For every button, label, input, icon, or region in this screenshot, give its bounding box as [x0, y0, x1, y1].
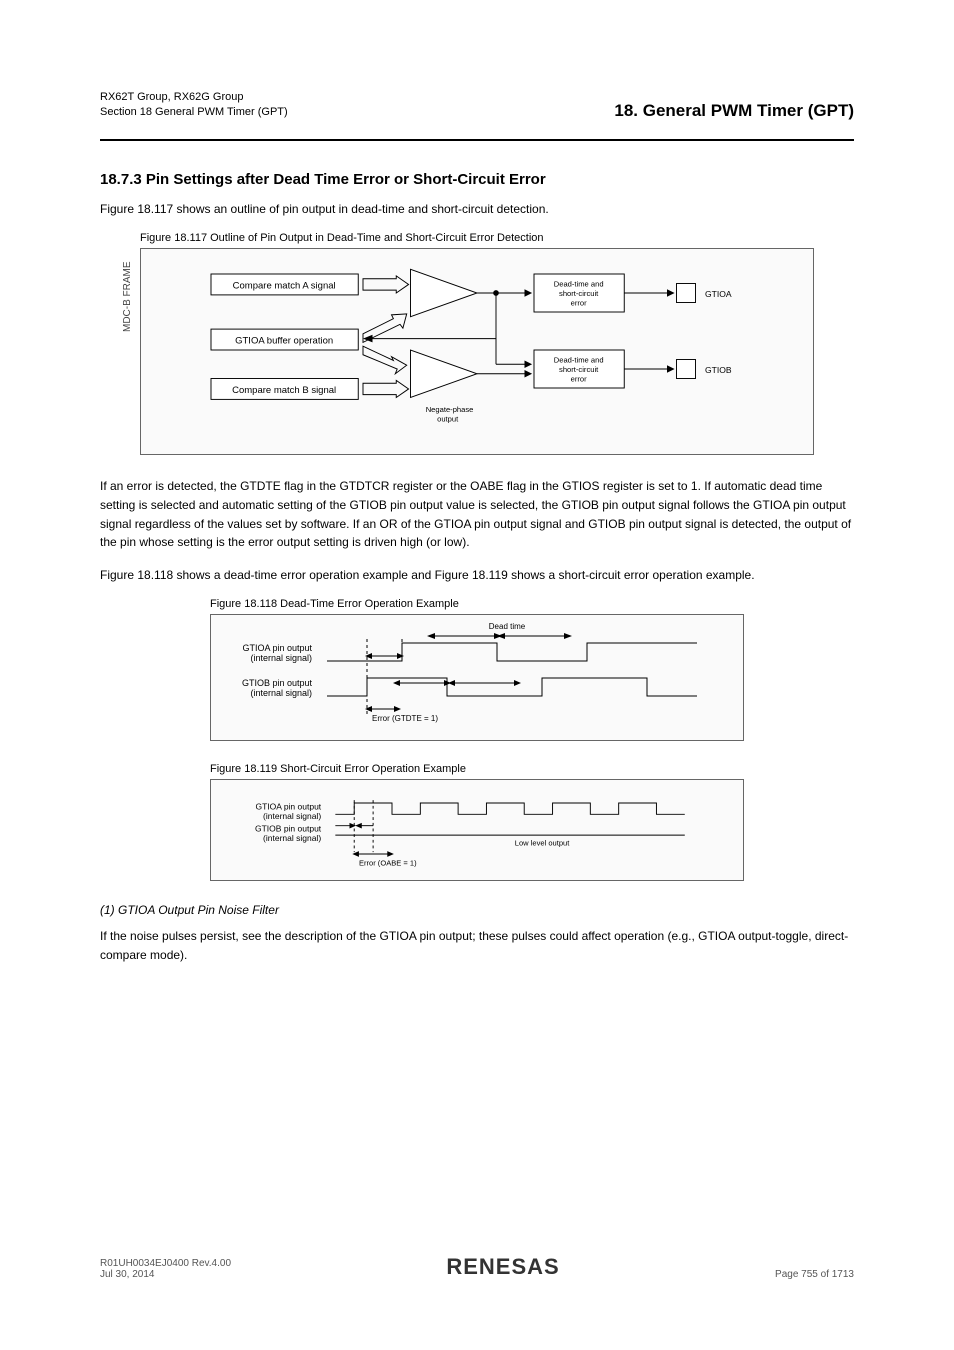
- figure-118-caption: Figure 18.118 Dead-Time Error Operation …: [210, 598, 744, 610]
- footer-date: Jul 30, 2014: [100, 1269, 231, 1280]
- header-device-info: RX62T Group, RX62G Group Section 18 Gene…: [100, 90, 288, 121]
- prose-p1: If an error is detected, the GTDTE flag …: [100, 477, 854, 551]
- figure-117-frame: Compare match A signal GTIOA buffer oper…: [140, 248, 814, 455]
- svg-text:(internal signal): (internal signal): [263, 811, 321, 821]
- figure-119-caption: Figure 18.119 Short-Circuit Error Operat…: [210, 763, 744, 775]
- footer-right: Page 755 of 1713: [775, 1269, 854, 1280]
- section-intro: Figure 18.117 shows an outline of pin ou…: [100, 200, 854, 219]
- renesas-logo: RENESAS: [446, 1254, 559, 1279]
- page-header: RX62T Group, RX62G Group Section 18 Gene…: [100, 90, 854, 121]
- prose-p2: Figure 18.118 shows a dead-time error op…: [100, 566, 854, 585]
- figure-118: Figure 18.118 Dead-Time Error Operation …: [210, 598, 744, 741]
- svg-text:GTIOB pin output: GTIOB pin output: [242, 678, 313, 688]
- fig117-pin-b: GTIOB: [705, 365, 732, 375]
- svg-text:output: output: [437, 415, 459, 424]
- page-title: 18. General PWM Timer (GPT): [614, 101, 854, 121]
- figure-119-frame: GTIOA pin output (internal signal) GTIOB…: [210, 779, 744, 881]
- section-heading: 18.7.3 Pin Settings after Dead Time Erro…: [100, 171, 854, 188]
- figure-119: Figure 18.119 Short-Circuit Error Operat…: [210, 763, 744, 881]
- noise-filter-body: If the noise pulses persist, see the des…: [100, 927, 854, 964]
- device-line1: RX62T Group, RX62G Group: [100, 90, 288, 105]
- fig117-pin-a: GTIOA: [705, 289, 732, 299]
- svg-text:(internal signal): (internal signal): [250, 653, 312, 663]
- figure-117-caption: Figure 18.117 Outline of Pin Output in D…: [140, 232, 814, 244]
- svg-text:(internal signal): (internal signal): [263, 833, 321, 843]
- svg-text:GTIOA pin output: GTIOA pin output: [242, 643, 312, 653]
- svg-text:Negate-phase: Negate-phase: [426, 405, 474, 414]
- footer-center: RENESAS: [446, 1254, 559, 1280]
- fig117-compare-b-label: Compare match B signal: [232, 385, 336, 396]
- figure-118-svg: GTIOA pin output (internal signal) GTIOB…: [217, 621, 737, 731]
- fig117-buffer-a-label: GTIOA buffer operation: [235, 336, 333, 347]
- figure-117: Figure 18.117 Outline of Pin Output in D…: [140, 232, 814, 455]
- svg-text:Low level output: Low level output: [515, 839, 570, 848]
- svg-text:GTIOB pin output: GTIOB pin output: [255, 824, 322, 834]
- svg-text:Dead time: Dead time: [489, 622, 526, 631]
- header-rule: [100, 139, 854, 141]
- figure-117-svg: Compare match A signal GTIOA buffer oper…: [147, 255, 807, 445]
- svg-text:Error (OABE = 1): Error (OABE = 1): [359, 859, 417, 868]
- figure-118-frame: GTIOA pin output (internal signal) GTIOB…: [210, 614, 744, 741]
- footer-doc-code: R01UH0034EJ0400 Rev.4.00: [100, 1258, 231, 1269]
- noise-filter-heading: (1) GTIOA Output Pin Noise Filter: [100, 903, 854, 917]
- svg-text:GTIOA pin output: GTIOA pin output: [255, 802, 321, 812]
- footer-left: R01UH0034EJ0400 Rev.4.00 Jul 30, 2014: [100, 1258, 231, 1280]
- footer-page: Page 755 of 1713: [775, 1269, 854, 1280]
- svg-text:short-circuit: short-circuit: [559, 289, 599, 298]
- figure-119-svg: GTIOA pin output (internal signal) GTIOB…: [217, 786, 737, 871]
- figure-117-side-label: MDC-B FRAME: [122, 262, 133, 333]
- fig117-compare-a-label: Compare match A signal: [233, 281, 336, 292]
- svg-text:Dead-time and: Dead-time and: [554, 356, 604, 365]
- svg-text:Dead-time and: Dead-time and: [554, 280, 604, 289]
- svg-text:(internal signal): (internal signal): [250, 688, 312, 698]
- svg-text:error: error: [571, 299, 588, 308]
- page-footer: R01UH0034EJ0400 Rev.4.00 Jul 30, 2014 RE…: [100, 1254, 854, 1280]
- device-line2: Section 18 General PWM Timer (GPT): [100, 105, 288, 120]
- svg-text:Error (GTDTE = 1): Error (GTDTE = 1): [372, 714, 438, 723]
- svg-text:short-circuit: short-circuit: [559, 365, 599, 374]
- svg-text:error: error: [571, 375, 588, 384]
